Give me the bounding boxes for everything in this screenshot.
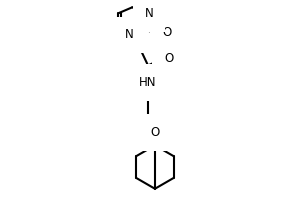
Text: O: O (162, 26, 171, 39)
Text: O: O (164, 52, 173, 65)
Text: O: O (150, 126, 160, 139)
Text: HN: HN (139, 76, 157, 89)
Text: N: N (145, 7, 153, 20)
Text: N: N (125, 28, 134, 41)
